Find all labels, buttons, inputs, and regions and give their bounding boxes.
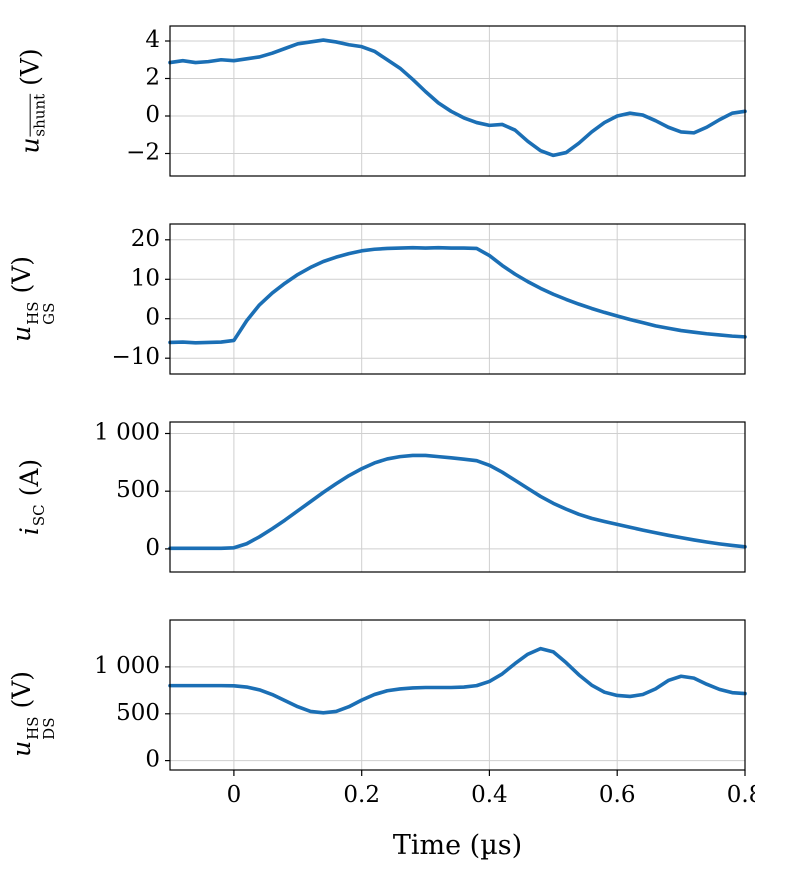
y-tick-label: 1 000: [94, 653, 160, 679]
y-axis-label-u-shunt: ushunt (V): [15, 48, 49, 154]
x-tick-label: 0.2: [343, 782, 380, 808]
x-tick-label: 0.6: [599, 782, 636, 808]
subscript: shunt: [30, 93, 49, 137]
y-axis-label-u-gs: u HS GS (V): [6, 256, 58, 342]
plot-canvas-i-SC: 0 500 1 000: [94, 420, 747, 573]
plot-frame: [169, 619, 746, 771]
y-tick-label: 10: [131, 265, 160, 291]
y-tick-label: −10: [111, 344, 160, 370]
superscript: HS: [23, 716, 42, 740]
superscript: HS: [23, 301, 42, 325]
y-tick-label: 20: [131, 226, 160, 252]
subscript: GS: [39, 302, 58, 325]
plot-i-sc: 0 500 1 000: [65, 408, 755, 586]
panel-u-gs: u HS GS (V) −10 0 10 20: [0, 210, 795, 388]
y-tick-label: 0: [145, 535, 160, 561]
plot-frame: [169, 421, 746, 573]
y-tick-label: 1 000: [94, 420, 160, 446]
plot-u-gs: −10 0 10 20: [65, 210, 755, 388]
subscript: DS: [39, 717, 58, 740]
y-tick-label: 500: [116, 477, 160, 503]
x-axis-label: Time (µs): [392, 830, 523, 861]
series-u-DS-HS: [168, 646, 747, 715]
plot-u-ds: 0 500 1 000 0 0.2 0.4 0.6 0.8: [65, 606, 755, 822]
plot-u-shunt: −2 0 2 4: [65, 12, 755, 190]
x-tick-label: 0.4: [471, 782, 508, 808]
y-axis-label-u-ds: u HS DS (V): [6, 671, 58, 757]
x-tick-label: 0: [227, 782, 242, 808]
y-tick-label: 0: [145, 102, 160, 128]
plot-frame: [169, 223, 746, 375]
plot-canvas-u-shunt: −2 0 2 4: [126, 25, 747, 177]
y-tick-label: 4: [145, 27, 160, 53]
panel-i-sc: iSC (A) 0 500 1 000: [0, 408, 795, 586]
y-tick-label: −2: [126, 140, 160, 166]
y-tick-label: 500: [116, 700, 160, 726]
plot-frame: [169, 25, 746, 177]
x-tick-label: 0.8: [727, 782, 755, 808]
y-tick-label: 0: [145, 747, 160, 773]
series-i-SC: [168, 453, 747, 551]
panel-u-shunt: ushunt (V) −2 0 2 4: [0, 12, 795, 190]
series-u-shunt: [168, 38, 747, 158]
series-u-GS-HS: [168, 245, 747, 345]
y-tick-label: 2: [145, 65, 160, 91]
plot-canvas-u-DS-HS: 0 500 1 000 0 0.2 0.4 0.6 0.8: [94, 619, 755, 808]
y-axis-label-i-sc: iSC (A): [15, 458, 49, 536]
plot-canvas-u-GS-HS: −10 0 10 20: [111, 223, 747, 375]
subscript: SC: [30, 504, 49, 527]
y-tick-label: 0: [145, 305, 160, 331]
